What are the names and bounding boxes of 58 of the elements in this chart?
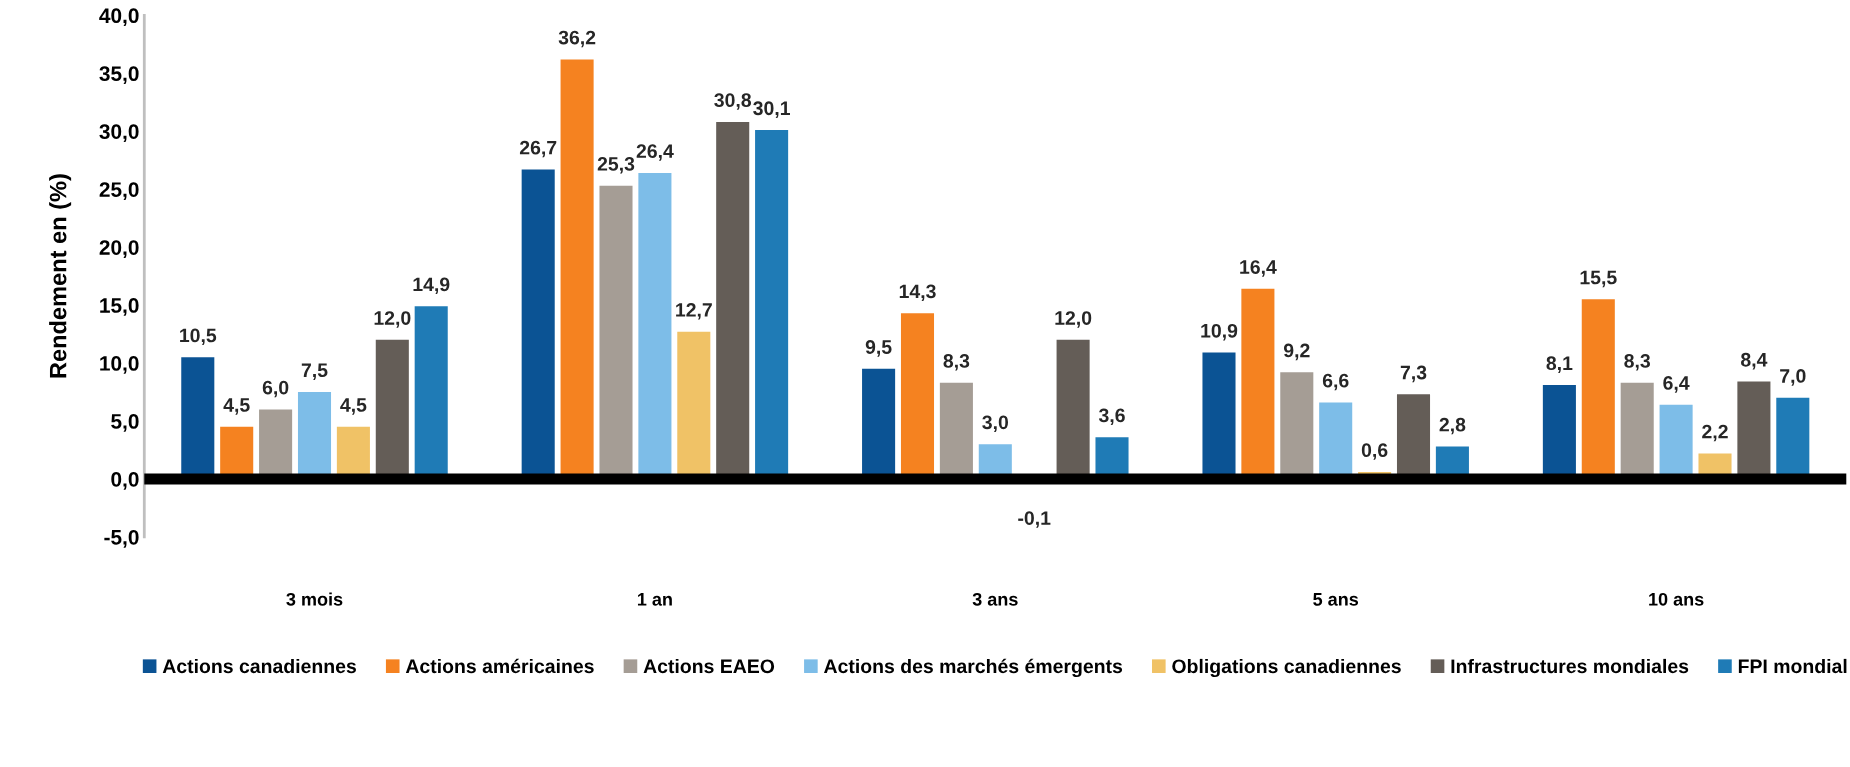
data-label: 3,0 — [982, 415, 1009, 433]
legend-label: Actions canadiennes — [162, 658, 356, 674]
data-label: 12,7 — [676, 303, 712, 320]
data-label: 26,4 — [636, 144, 674, 161]
y-tick-label: 10,0 — [100, 356, 139, 374]
data-label: 7,3 — [1400, 365, 1427, 383]
data-label: 0,6 — [1361, 443, 1388, 460]
x-tick-label: 3 ans — [972, 592, 1018, 606]
data-label: 30,8 — [714, 93, 752, 110]
y-tick-label: 40,0 — [99, 8, 139, 27]
data-label: 8,4 — [1741, 352, 1768, 370]
data-label: 15,5 — [1580, 270, 1617, 288]
data-label: 3,6 — [1098, 408, 1125, 426]
legend-label: Obligations canadiennes — [1172, 658, 1401, 678]
data-label: 30,1 — [753, 101, 790, 118]
data-label: 12,0 — [374, 311, 411, 328]
y-tick-label: 35,0 — [99, 66, 139, 85]
data-label: 6,4 — [1663, 376, 1690, 393]
data-label: 2,8 — [1439, 417, 1466, 435]
legend-label: Actions EAEO — [643, 658, 775, 674]
legend-label: Actions américaines — [405, 658, 594, 674]
data-label: 9,5 — [865, 340, 892, 357]
data-label: 8,3 — [1624, 354, 1651, 371]
data-label: 6,6 — [1322, 373, 1349, 391]
x-tick-label: 3 mois — [286, 592, 343, 606]
data-label: 7,5 — [301, 363, 328, 380]
data-label: 7,0 — [1780, 369, 1806, 386]
legend-label: Actions des marchés émergents — [824, 658, 1123, 678]
data-label: 10,5 — [180, 328, 217, 346]
x-tick-label: 1 an — [637, 593, 672, 606]
data-label: 12,0 — [1055, 311, 1092, 328]
data-label: 4,5 — [223, 398, 250, 415]
data-label: 4,5 — [340, 398, 367, 415]
y-tick-label: 25,0 — [99, 182, 139, 200]
data-label: 10,9 — [1201, 323, 1238, 341]
data-label: 2,2 — [1702, 424, 1728, 442]
y-axis-title: Rendement en (%) — [49, 174, 72, 378]
y-tick-label: 0,0 — [111, 471, 139, 490]
legend-label: FPI mondial — [1738, 658, 1847, 674]
x-tick-label: 5 ans — [1313, 593, 1359, 606]
data-label: 25,3 — [597, 156, 635, 174]
data-label: 14,3 — [899, 284, 936, 302]
data-label: 9,2 — [1283, 343, 1310, 361]
data-label: 16,4 — [1240, 260, 1277, 277]
legend-label: Infrastructures mondiales — [1451, 658, 1689, 674]
data-label: 8,1 — [1546, 356, 1573, 373]
data-label: 36,2 — [558, 30, 596, 48]
data-label: 14,9 — [413, 277, 450, 295]
y-tick-label: -5,0 — [104, 529, 139, 548]
data-label: 6,0 — [262, 380, 289, 398]
data-label: -0,1 — [1018, 511, 1051, 528]
data-label: 8,3 — [943, 354, 970, 371]
y-tick-label: 30,0 — [99, 124, 139, 143]
y-tick-label: 5,0 — [111, 414, 139, 432]
x-tick-label: 10 ans — [1649, 592, 1704, 606]
data-label: 26,7 — [519, 140, 557, 158]
y-tick-label: 15,0 — [100, 298, 139, 316]
y-tick-label: 20,0 — [99, 240, 139, 258]
